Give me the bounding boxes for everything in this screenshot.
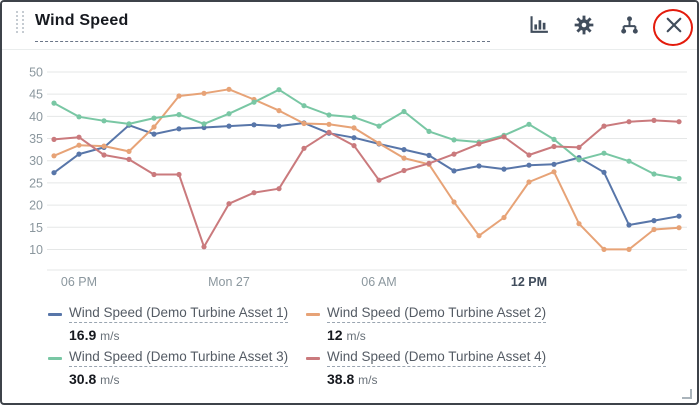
svg-text:40: 40 <box>29 110 43 124</box>
legend-label-asset-1[interactable]: Wind Speed (Demo Turbine Asset 1) <box>69 305 289 323</box>
legend-unit: m/s <box>100 373 120 387</box>
legend-label-asset-4[interactable]: Wind Speed (Demo Turbine Asset 4) <box>327 349 547 367</box>
widget-title[interactable]: Wind Speed <box>35 12 129 29</box>
bar-chart-icon[interactable] <box>526 12 552 38</box>
legend-item: Wind Speed (Demo Turbine Asset 1) 16.9 m… <box>48 305 298 343</box>
svg-text:06 PM: 06 PM <box>61 275 97 289</box>
asset-hierarchy-icon[interactable] <box>616 12 642 38</box>
series-color-dash <box>306 313 320 316</box>
wind-speed-line-chart[interactable]: 50 45 40 35 30 25 20 15 10 06 PM Mon 27 06 AM 12 PM <box>26 58 694 295</box>
svg-text:35: 35 <box>29 132 43 146</box>
legend-unit: m/s <box>346 329 366 343</box>
svg-text:06 AM: 06 AM <box>361 275 396 289</box>
svg-text:30: 30 <box>29 154 43 168</box>
chart-canvas: 50 45 40 35 30 25 20 15 10 06 PM Mon 27 06 AM 12 PM <box>29 66 687 289</box>
legend-label-asset-3[interactable]: Wind Speed (Demo Turbine Asset 3) <box>69 349 289 367</box>
svg-text:15: 15 <box>29 221 43 235</box>
series-color-dash <box>48 357 62 360</box>
series-color-dash <box>48 313 62 316</box>
legend-unit: m/s <box>100 329 120 343</box>
settings-gear-icon[interactable] <box>571 12 597 38</box>
svg-text:50: 50 <box>29 66 43 80</box>
svg-text:Mon 27: Mon 27 <box>208 275 250 289</box>
widget-toolbar <box>526 12 687 38</box>
legend-value: 16.9 m/s <box>69 327 120 343</box>
legend-item: Wind Speed (Demo Turbine Asset 3) 30.8 m… <box>48 349 298 387</box>
legend-item: Wind Speed (Demo Turbine Asset 4) 38.8 m… <box>306 349 556 387</box>
svg-text:10: 10 <box>29 243 43 257</box>
svg-text:20: 20 <box>29 199 43 213</box>
legend-value: 30.8 m/s <box>69 371 120 387</box>
title-edit-underline <box>35 41 490 42</box>
legend-value: 38.8 m/s <box>327 371 378 387</box>
widget-header: Wind Speed <box>2 2 697 50</box>
svg-text:12 PM: 12 PM <box>511 275 547 289</box>
resize-handle-icon[interactable] <box>682 389 692 399</box>
svg-text:45: 45 <box>29 88 43 102</box>
series-color-dash <box>306 357 320 360</box>
legend-value: 12 m/s <box>327 327 366 343</box>
legend-unit: m/s <box>358 373 378 387</box>
legend-item: Wind Speed (Demo Turbine Asset 2) 12 m/s <box>306 305 556 343</box>
legend-label-asset-2[interactable]: Wind Speed (Demo Turbine Asset 2) <box>327 305 547 323</box>
svg-text:25: 25 <box>29 176 43 190</box>
drag-handle-icon[interactable] <box>16 11 24 33</box>
close-icon[interactable] <box>661 12 687 38</box>
